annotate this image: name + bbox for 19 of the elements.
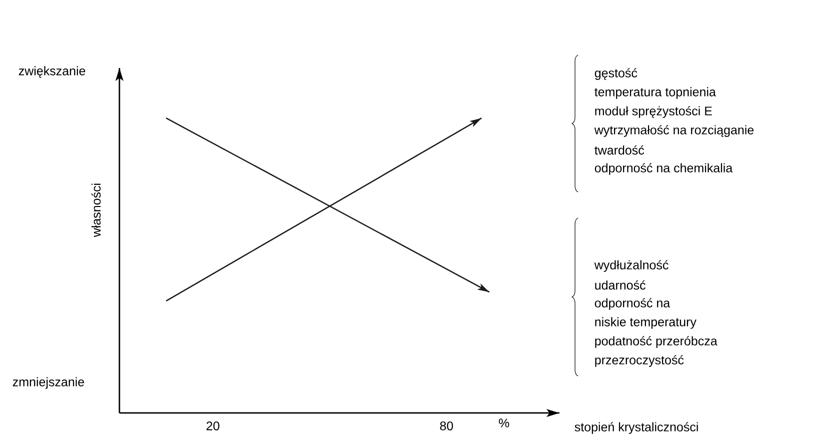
- x-tick-label: 80: [440, 421, 453, 430]
- text: moduł sprężystości E: [595, 106, 712, 118]
- text: wydłużalność: [594, 260, 668, 272]
- text: zmniejszanie: [12, 377, 84, 389]
- x-axis-title: stopień krystaliczności: [574, 422, 698, 434]
- text: podatność przeróbcza: [595, 336, 718, 348]
- x-tick-label: 20: [206, 421, 220, 430]
- text: niskie temperatury: [595, 317, 696, 329]
- text: %: [498, 418, 510, 428]
- text: przezroczystość: [595, 355, 684, 367]
- text: temperatura topnienia: [594, 87, 716, 99]
- text: udarność: [595, 280, 646, 290]
- text: odporność na: [594, 298, 670, 310]
- text: odporność na chemikalia: [594, 163, 733, 175]
- text: twardość: [594, 145, 644, 155]
- text: gęstość: [594, 68, 638, 80]
- text: wytrzymałość na rozciąganie: [594, 125, 754, 137]
- y-axis-title: własności: [91, 184, 101, 238]
- text: zwiększanie: [18, 66, 86, 78]
